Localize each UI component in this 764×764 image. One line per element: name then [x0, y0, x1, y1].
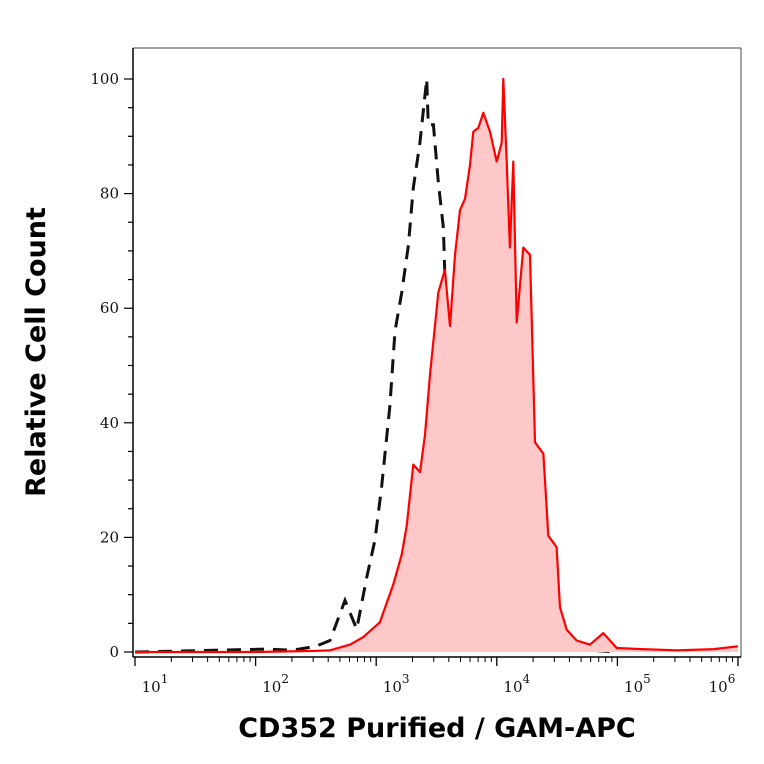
y-tick-label: 60 [100, 299, 119, 317]
x-tick-base: 10 [503, 678, 522, 696]
x-tick-base: 10 [262, 678, 281, 696]
x-tick-label: 105 [624, 672, 651, 696]
y-tick-label: 20 [100, 528, 119, 546]
x-tick-exponent: 2 [281, 672, 289, 686]
x-tick-label: 106 [709, 672, 736, 696]
x-tick-label: 104 [503, 672, 530, 696]
x-tick-exponent: 4 [523, 672, 531, 686]
x-tick-base: 10 [709, 678, 728, 696]
series-layer [134, 77, 739, 654]
x-tick-exponent: 1 [161, 672, 169, 686]
series-area-fill-1 [135, 79, 738, 652]
y-tick-label: 100 [90, 70, 119, 88]
x-tick-base: 10 [383, 678, 402, 696]
y-tick-label: 0 [109, 643, 119, 661]
x-tick-label: 101 [142, 672, 169, 696]
x-tick-base: 10 [142, 678, 161, 696]
y-tick-label: 80 [100, 185, 119, 203]
x-axis-title: CD352 Purified / GAM-APC [238, 713, 636, 744]
series-line-1 [135, 77, 739, 654]
x-tick-label: 103 [383, 672, 410, 696]
x-tick-exponent: 5 [643, 672, 651, 686]
y-tick-label: 40 [100, 414, 119, 432]
x-tick-exponent: 3 [402, 672, 410, 686]
y-axis-title: Relative Cell Count [21, 207, 52, 497]
plot-frame [133, 47, 742, 657]
x-tick-label: 102 [262, 672, 289, 696]
x-tick-exponent: 6 [728, 672, 736, 686]
x-tick-base: 10 [624, 678, 643, 696]
